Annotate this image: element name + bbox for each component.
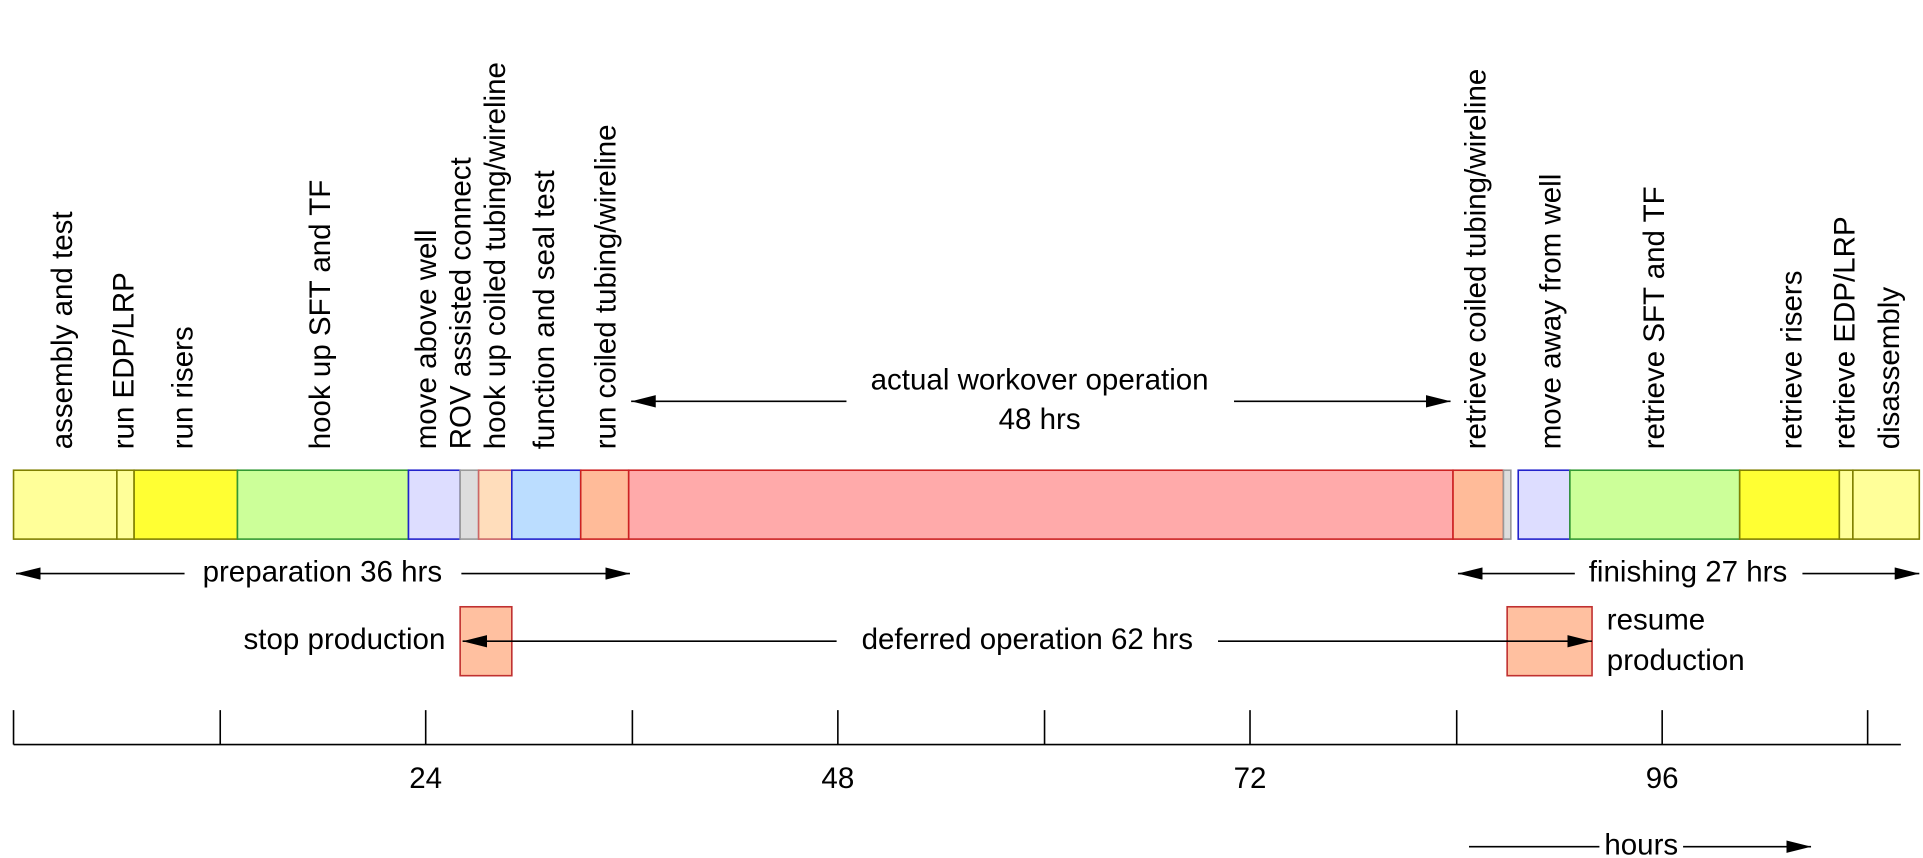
segment <box>1569 469 1741 540</box>
segment <box>1452 469 1505 540</box>
segment <box>116 469 135 540</box>
activity-label: disassembly <box>1873 287 1906 450</box>
preparation-label: preparation 36 hrs <box>203 555 443 588</box>
activity-label: retrieve SFT and TF <box>1638 186 1671 449</box>
segment <box>459 469 480 540</box>
activity-label: assembly and test <box>46 211 79 449</box>
deferred-label: deferred operation 62 hrs <box>862 623 1193 656</box>
workover-duration: 48 hrs <box>999 403 1081 436</box>
segment <box>1502 469 1512 540</box>
segment <box>407 469 461 540</box>
tick-label: 96 <box>1646 762 1679 795</box>
segment <box>1517 469 1571 540</box>
stop-label: stop production <box>244 623 446 656</box>
finishing-label: finishing 27 hrs <box>1589 555 1788 588</box>
activity-label: retrieve risers <box>1776 271 1809 450</box>
resume-label: production <box>1607 644 1745 677</box>
axis-label: hours <box>1604 828 1678 858</box>
activity-label: run coiled tubing/wireline <box>590 124 623 449</box>
segment <box>1852 469 1921 540</box>
activity-label: hook up SFT and TF <box>304 180 337 450</box>
activity-label: run EDP/LRP <box>107 272 140 449</box>
segment <box>1838 469 1854 540</box>
resume-label: resume <box>1607 603 1705 636</box>
workover-label: actual workover operation <box>871 363 1209 396</box>
segment <box>511 469 582 540</box>
segment <box>133 469 239 540</box>
segment <box>477 469 513 540</box>
activity-label: move above well <box>410 229 443 449</box>
segment <box>627 469 1454 540</box>
axis-ticks: 24 48 72 96 <box>12 710 1869 795</box>
tick-label: 48 <box>821 762 854 795</box>
activity-label: hook up coiled tubing/wireline <box>479 62 512 449</box>
activity-label: move away from well <box>1534 174 1567 450</box>
activity-label: retrieve coiled tubing/wireline <box>1459 69 1492 450</box>
activity-labels: assembly and test run EDP/LRP run risers ho… <box>46 62 1906 449</box>
activity-label: function and seal test <box>528 170 561 449</box>
activity-label: retrieve EDP/LRP <box>1829 216 1862 449</box>
activity-label: run risers <box>166 326 199 449</box>
segment <box>1738 469 1841 540</box>
segment <box>12 469 118 540</box>
activity-label: ROV assisted connect <box>444 157 477 449</box>
tick-label: 72 <box>1234 762 1267 795</box>
segments <box>12 469 1921 540</box>
tick-label: 24 <box>409 762 442 795</box>
segment <box>236 469 410 540</box>
segment <box>579 469 630 540</box>
